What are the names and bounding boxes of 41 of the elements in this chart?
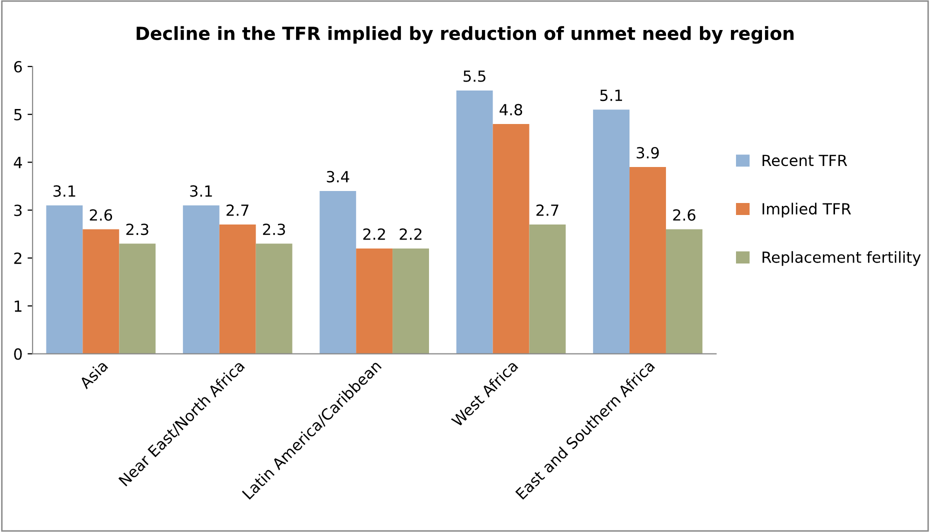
data-label: 2.2 <box>363 228 385 240</box>
bar <box>356 248 393 354</box>
bar <box>46 205 83 354</box>
bar <box>219 224 256 354</box>
bar <box>630 167 666 354</box>
data-label: 2.6 <box>90 209 112 221</box>
y-tick-label: 6 <box>14 60 22 73</box>
data-label: 2.3 <box>126 224 148 236</box>
bar <box>456 90 493 354</box>
bar <box>392 248 430 354</box>
chart-title: Decline in the TFR implied by reduction of unmet need by region <box>136 26 794 44</box>
legend-label: Replacement fertility <box>762 251 921 266</box>
bar <box>182 205 220 354</box>
bar <box>666 229 702 354</box>
bar <box>82 229 120 354</box>
data-label: 3.1 <box>190 185 212 197</box>
bar <box>256 244 292 354</box>
data-label: 2.6 <box>673 209 696 221</box>
y-tick-label: 3 <box>14 204 22 216</box>
y-tick-label: 4 <box>14 156 22 168</box>
legend-label: Implied TFR <box>762 202 851 218</box>
data-label: 3.4 <box>326 170 350 182</box>
data-label: 5.5 <box>464 70 486 82</box>
data-label: 3.9 <box>636 146 659 159</box>
legend-label: Recent TFR <box>762 154 848 166</box>
data-label: 4.8 <box>500 104 522 116</box>
data-label: 5.1 <box>600 90 622 102</box>
y-tick-label: 0 <box>14 348 22 360</box>
data-label: 2.7 <box>226 204 248 216</box>
y-tick-label: 2 <box>14 252 22 264</box>
data-label: 3.1 <box>53 185 76 197</box>
data-label: 2.7 <box>536 204 558 216</box>
y-tick-label: 1 <box>14 300 22 312</box>
y-tick-label: 5 <box>14 109 22 120</box>
bar <box>320 190 356 354</box>
data-label: 2.2 <box>400 228 422 240</box>
bar <box>119 244 156 354</box>
bar <box>492 124 530 354</box>
bar <box>593 110 630 354</box>
bar <box>529 224 566 354</box>
data-label: 2.3 <box>263 224 285 236</box>
